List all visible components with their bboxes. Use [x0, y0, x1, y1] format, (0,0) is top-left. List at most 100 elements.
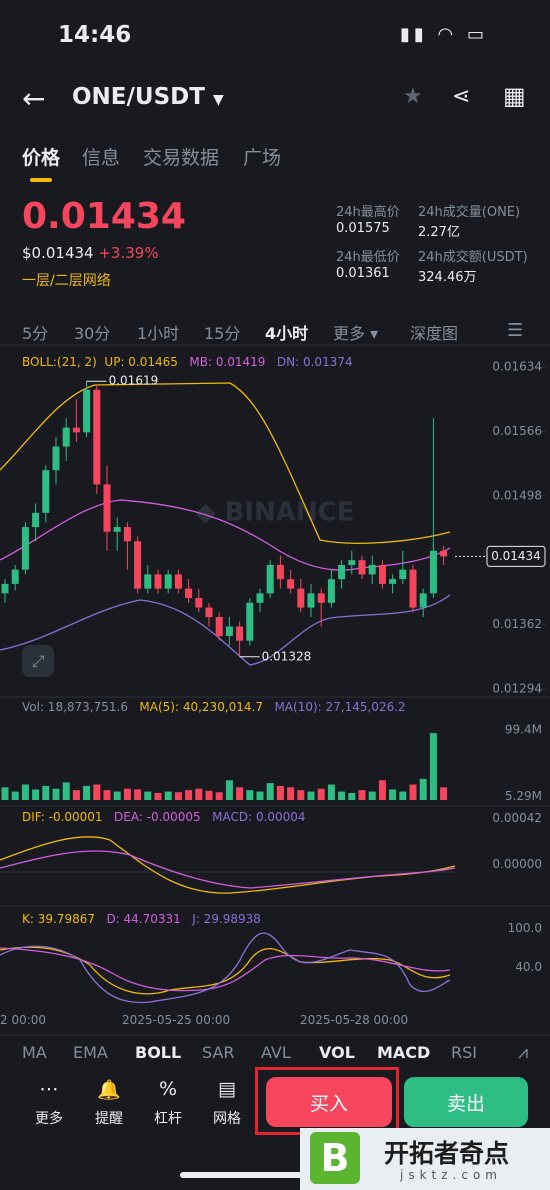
vol-tick-label: 99.4M	[505, 723, 542, 737]
d-label: D: 44.70331	[106, 912, 181, 926]
candle-body	[93, 389, 101, 485]
candle-body	[1, 583, 9, 594]
indicator-tab[interactable]: RSI	[451, 1043, 477, 1062]
volume-bar	[32, 789, 40, 800]
candle-body	[83, 389, 91, 433]
candle-body	[62, 427, 70, 447]
tab[interactable]: 广场	[243, 147, 282, 169]
dif-label: DIF: -0.00001	[22, 810, 103, 824]
boll-up-label: UP: 0.01465	[104, 355, 178, 369]
stat-label: 24h成交额(USDT)	[418, 250, 528, 265]
kdj-d	[0, 947, 451, 992]
change: +3.39%	[98, 244, 159, 262]
action-label[interactable]: 杠杆	[154, 1111, 182, 1127]
candle-body	[338, 564, 346, 580]
sell-button[interactable]: 卖出	[404, 1077, 528, 1127]
action-label[interactable]: 网格	[213, 1111, 241, 1127]
buy-button[interactable]: 买入	[266, 1077, 392, 1127]
volume-bar	[338, 791, 346, 800]
expand-glyph: ⤢	[32, 652, 45, 671]
boll-dn-label: DN: 0.01374	[276, 355, 353, 369]
indicator-tab[interactable]: EMA	[73, 1043, 108, 1062]
interval[interactable]: 深度图	[410, 324, 459, 343]
macd-dif	[0, 836, 456, 894]
action-icon[interactable]: 🔔	[97, 1079, 121, 1101]
interval[interactable]: 4小时	[265, 324, 309, 343]
indicator-tab[interactable]: VOL	[319, 1043, 355, 1062]
candle-body	[358, 560, 366, 575]
stat-value: 0.01361	[336, 266, 390, 281]
last-price: 0.01434	[22, 196, 186, 237]
candle-body	[429, 550, 437, 594]
indicator-tab[interactable]: MACD	[377, 1043, 431, 1062]
indicator-tab[interactable]: SAR	[202, 1043, 235, 1062]
sector-tag[interactable]: 一层/二层网络	[22, 273, 111, 289]
volume-bar	[134, 789, 142, 800]
site-name: 开拓者奇点	[384, 1139, 510, 1168]
interval[interactable]: 更多 ▾	[333, 324, 379, 343]
indicator-settings[interactable]: ⩘	[518, 1042, 529, 1063]
boll-label: BOLL:(21, 2)	[22, 355, 97, 369]
interval[interactable]: 5分	[22, 324, 49, 343]
action-icon[interactable]: %	[158, 1078, 178, 1100]
candle-body	[134, 541, 142, 589]
boll-mb-label: MB: 0.01419	[189, 355, 266, 369]
stat-label: 24h最低价	[336, 250, 400, 265]
volume-bar	[327, 784, 335, 800]
interval[interactable]: 1小时	[137, 324, 180, 343]
dropdown: ▾	[365, 324, 379, 343]
annotation-label: 0.01328	[262, 649, 312, 663]
interval[interactable]: 30分	[74, 324, 111, 343]
tab[interactable]: 交易数据	[143, 147, 220, 169]
volume-bar	[154, 792, 162, 800]
macd-dea	[0, 850, 456, 889]
volume-bar	[83, 785, 91, 800]
volume-bar	[123, 788, 131, 800]
indicator-tab[interactable]: BOLL	[135, 1043, 182, 1062]
action-label[interactable]: 提醒	[95, 1111, 123, 1127]
highlight-box	[255, 1067, 399, 1135]
share-icon[interactable]: ⋖	[452, 84, 471, 109]
candle-body	[348, 560, 356, 565]
favorite-icon[interactable]: ★	[403, 84, 423, 109]
j-label: J: 29.98938	[192, 912, 261, 926]
expand-icon[interactable]	[22, 645, 54, 677]
grid-icon[interactable]: ▦	[503, 82, 526, 110]
candle-body	[21, 527, 29, 570]
interval[interactable]: 15分	[204, 324, 241, 343]
tab[interactable]: 信息	[82, 147, 121, 169]
action-icon[interactable]: ▤	[218, 1078, 236, 1100]
boll-up	[0, 382, 451, 544]
action-label[interactable]: 更多	[35, 1111, 63, 1127]
candle-body	[256, 593, 264, 603]
volume-bar	[246, 790, 254, 800]
action-icon[interactable]: ⋯	[39, 1078, 59, 1100]
candle-body	[32, 512, 40, 528]
pair-title[interactable]: ONE/USDT ▼	[72, 84, 224, 110]
kdj-axis-top: 100.0	[507, 921, 542, 935]
candle-body	[195, 598, 203, 608]
candle-body	[307, 593, 315, 608]
candle-body	[215, 617, 223, 636]
site-watermark: B 开拓者奇点 jsktz.com	[300, 1128, 550, 1190]
x-label: 2 00:00	[0, 1013, 47, 1027]
settings-icon[interactable]: ☰	[507, 320, 524, 341]
volume-bar	[21, 784, 29, 800]
stat-value: 0.01575	[336, 221, 390, 236]
candle-body	[174, 574, 182, 589]
volume-bar	[409, 784, 417, 800]
candle-body	[246, 602, 254, 641]
kdj-legend: K: 39.79867 D: 44.70331 J: 29.98938	[22, 912, 261, 926]
stat-value: 2.27亿	[418, 225, 460, 240]
indicator-tab[interactable]: AVL	[261, 1043, 291, 1062]
candle-body	[103, 484, 111, 532]
volume-bar	[174, 792, 182, 800]
back-button[interactable]: ←	[22, 82, 46, 115]
volume-bar	[52, 788, 60, 800]
indicator-tab[interactable]: MA	[22, 1043, 47, 1062]
tab[interactable]: 价格	[22, 147, 61, 169]
candle-body	[42, 470, 50, 513]
candle-body	[154, 574, 162, 589]
candle-body	[368, 564, 376, 575]
